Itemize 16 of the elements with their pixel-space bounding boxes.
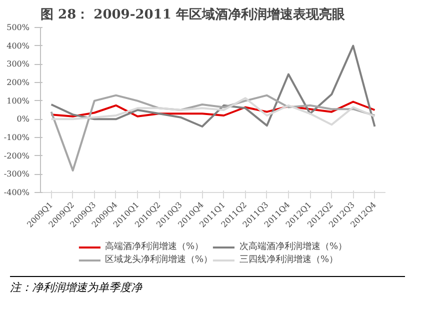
y-tick-label: -400% xyxy=(4,188,30,197)
y-tick-label: 100% xyxy=(6,96,30,106)
y-tick-label: -300% xyxy=(4,170,30,179)
y-tick-label: 400% xyxy=(6,41,30,50)
legend-label: 区域龙头净利润增速（%） xyxy=(104,254,212,266)
text: 注：净利润增速为单季度净 xyxy=(10,280,142,296)
y-tick-label: 500% xyxy=(6,23,30,32)
legend-label: 高端酒净利润增速（%） xyxy=(104,240,204,253)
legend-label: 次高端酒净利润增速（%） xyxy=(240,240,348,253)
y-tick-label: 200% xyxy=(6,78,30,87)
y-tick-label: -200% xyxy=(4,151,30,160)
y-tick-label: -100% xyxy=(4,133,30,142)
legend-label: 三四线净利润增速（%） xyxy=(240,254,338,266)
y-tick-label: 300% xyxy=(6,60,30,69)
y-tick-label: 0% xyxy=(16,114,30,124)
chart-title: 图 28： 2009-2011 年区域酒净利润增速表现亮眼 xyxy=(40,6,346,22)
